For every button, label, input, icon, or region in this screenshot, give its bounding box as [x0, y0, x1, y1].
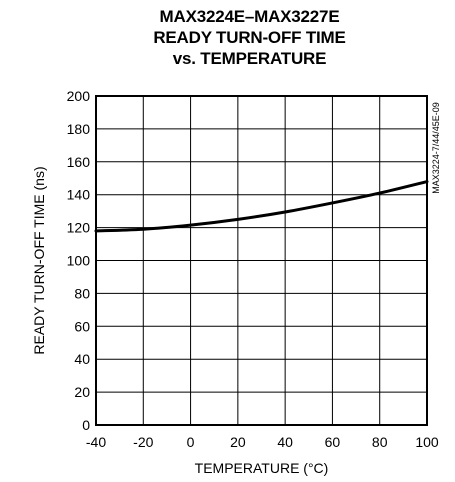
x-tick-label: 20	[230, 434, 246, 450]
y-tick-label: 20	[74, 384, 90, 400]
chart-title-line-2: READY TURN-OFF TIME	[153, 28, 346, 47]
y-tick-label: 200	[67, 88, 91, 104]
grid-lines	[95, 95, 428, 426]
x-tick-label: -40	[86, 434, 106, 450]
y-tick-label: 80	[74, 285, 90, 301]
x-tick-label: -20	[133, 434, 153, 450]
y-tick-label: 60	[74, 318, 90, 334]
chart-title-line-1: MAX3224E–MAX3227E	[159, 7, 340, 26]
y-tick-label: 180	[67, 121, 91, 137]
x-tick-label: 100	[415, 434, 439, 450]
y-tick-label: 140	[67, 187, 91, 203]
x-axis-tick-labels: -40 -20 0 20 40 60 80 100	[86, 434, 439, 450]
x-tick-label: 40	[277, 434, 293, 450]
x-tick-label: 60	[325, 434, 341, 450]
chart-title-line-3: vs. TEMPERATURE	[172, 49, 327, 68]
y-tick-label: 120	[67, 220, 91, 236]
y-axis-label: READY TURN-OFF TIME (ns)	[31, 166, 47, 354]
y-tick-label: 100	[67, 253, 91, 269]
chart-title: MAX3224E–MAX3227E READY TURN-OFF TIME vs…	[0, 6, 455, 69]
y-tick-label: 0	[82, 417, 90, 433]
x-tick-label: 80	[372, 434, 388, 450]
x-axis-label: TEMPERATURE (°C)	[195, 460, 329, 476]
x-tick-label: 0	[187, 434, 195, 450]
series-line	[94, 180, 429, 233]
plot-frame	[95, 95, 428, 426]
side-note: MAX3224-7/44/45E-09	[431, 102, 441, 194]
y-axis-tick-labels: 0 20 40 60 80 100 120 140 160 180 200	[67, 88, 91, 433]
y-tick-label: 40	[74, 351, 90, 367]
y-tick-label: 160	[67, 154, 91, 170]
